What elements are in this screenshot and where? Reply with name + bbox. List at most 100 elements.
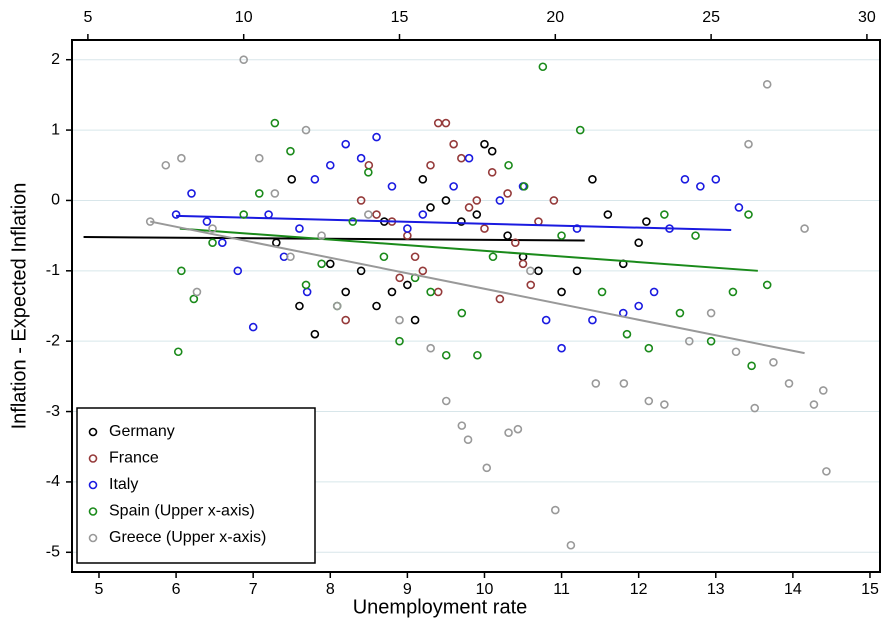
point: [433, 118, 443, 128]
point: [341, 287, 351, 297]
point: [675, 308, 685, 318]
point: [208, 224, 217, 233]
y-tick-label: -1: [46, 262, 60, 279]
point: [341, 139, 351, 149]
point: [202, 217, 212, 226]
point: [270, 118, 280, 128]
point: [463, 435, 473, 445]
point: [372, 210, 381, 219]
point: [750, 403, 760, 413]
point: [588, 175, 597, 184]
point: [418, 175, 428, 184]
point: [177, 153, 186, 163]
y-tick-label: 2: [51, 51, 60, 68]
point: [449, 139, 458, 149]
point: [403, 224, 412, 233]
fit-line: [150, 220, 805, 355]
point: [449, 182, 458, 191]
point: [503, 231, 512, 240]
point: [495, 294, 505, 304]
point: [441, 118, 451, 128]
y-tick-label: 1: [51, 121, 60, 138]
y-tick-label: -4: [46, 473, 60, 490]
point: [660, 400, 669, 409]
x-tick-label: 12: [630, 581, 648, 598]
x2-tick-label: 15: [391, 9, 409, 26]
point: [487, 146, 497, 156]
point: [441, 196, 451, 205]
y-tick-label: 0: [51, 192, 60, 209]
point: [426, 343, 435, 353]
point: [784, 379, 794, 388]
point: [660, 210, 669, 219]
point: [295, 224, 304, 233]
point: [634, 301, 643, 311]
point: [218, 238, 227, 247]
point: [526, 280, 536, 290]
point: [504, 160, 513, 170]
x-tick-label: 13: [707, 581, 725, 598]
point: [622, 329, 632, 339]
x-axis-title: Unemployment rate: [353, 596, 528, 618]
point: [731, 347, 741, 357]
point: [642, 217, 651, 226]
point: [482, 463, 492, 473]
legend-label: Germany: [109, 423, 175, 440]
point: [457, 217, 466, 226]
x-tick-label: 10: [476, 581, 494, 598]
point: [519, 182, 529, 191]
x2-tick-label: 5: [83, 9, 92, 26]
point: [557, 343, 566, 353]
point: [503, 189, 512, 198]
point: [410, 315, 420, 325]
point: [572, 266, 582, 276]
point: [418, 210, 428, 219]
point: [457, 421, 467, 430]
point: [634, 238, 643, 247]
legend-box: [76, 407, 316, 564]
point: [744, 210, 753, 219]
legend-label: Italy: [109, 476, 138, 493]
point: [800, 224, 809, 233]
point: [426, 287, 435, 297]
point: [464, 153, 474, 163]
point: [426, 203, 435, 212]
point: [387, 182, 397, 191]
point: [341, 315, 351, 325]
point: [706, 308, 716, 318]
point: [302, 287, 312, 297]
point: [644, 343, 654, 353]
point: [822, 467, 831, 476]
point: [566, 540, 576, 550]
fit-line: [83, 236, 585, 242]
point: [518, 259, 528, 269]
legend-label: France: [109, 450, 159, 467]
legend-marker: [88, 454, 98, 463]
point: [464, 203, 474, 212]
point: [534, 217, 543, 226]
point: [588, 315, 597, 325]
point: [395, 273, 404, 283]
point: [549, 196, 559, 205]
y-tick-label: -5: [46, 544, 60, 561]
point: [403, 280, 412, 290]
plot-frame: [71, 39, 881, 573]
legend-marker: [88, 507, 98, 516]
legend-marker: [88, 533, 98, 543]
point: [495, 196, 505, 205]
point: [364, 167, 373, 177]
point: [418, 266, 428, 276]
point: [441, 396, 451, 406]
point: [395, 315, 404, 325]
legend-marker: [88, 480, 98, 490]
point: [254, 153, 264, 163]
x-tick-label: 14: [784, 581, 802, 598]
point: [286, 146, 295, 156]
point: [480, 224, 489, 233]
x-tick-label: 11: [553, 581, 570, 598]
point: [557, 287, 566, 297]
point: [747, 361, 756, 371]
point: [272, 238, 281, 247]
x2-tick-label: 25: [702, 9, 720, 26]
point: [310, 175, 320, 184]
